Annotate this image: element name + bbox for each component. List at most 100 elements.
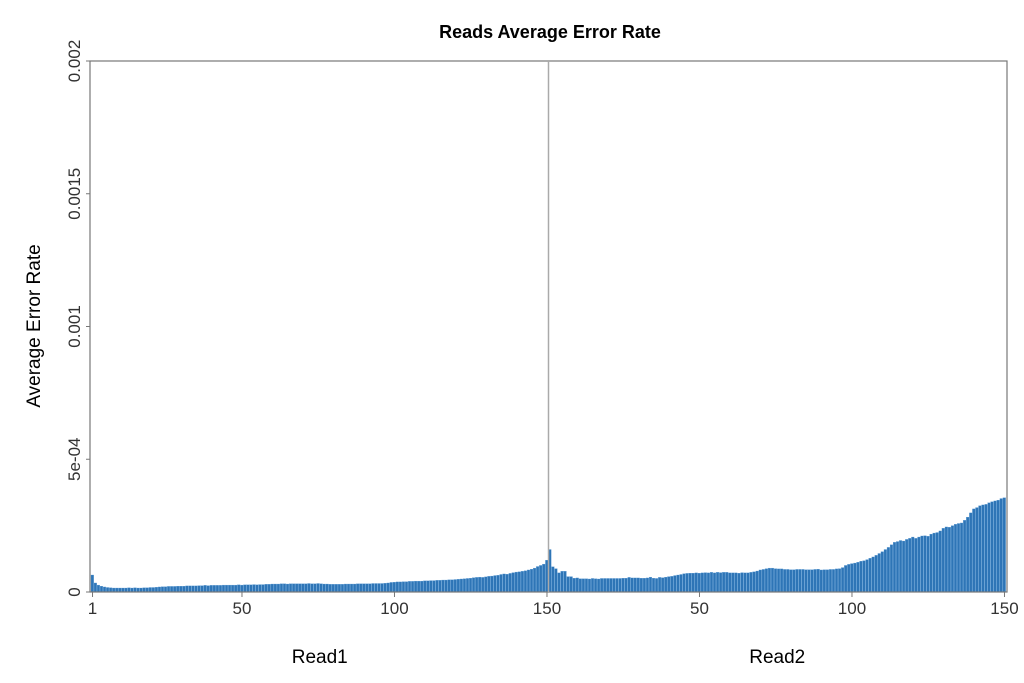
- x-tick-label: 150: [533, 599, 561, 618]
- bar-read2-23: [615, 578, 619, 593]
- bar-read1-43: [218, 585, 222, 593]
- bar-read1-15: [133, 587, 137, 593]
- bar-read2-131: [944, 526, 948, 593]
- bar-read2-108: [874, 555, 878, 593]
- bar-read1-115: [438, 580, 442, 593]
- bar-read2-119: [908, 538, 912, 593]
- bar-read2-47: [688, 573, 692, 593]
- y-tick-label: 0.0015: [65, 168, 84, 220]
- bar-read2-103: [859, 561, 863, 593]
- bar-read1-70: [301, 583, 305, 593]
- bar-read1-6: [106, 587, 110, 593]
- bar-read1-33: [188, 585, 192, 593]
- bar-read2-62: [734, 572, 738, 593]
- bar-read1-28: [173, 586, 177, 593]
- bar-read1-71: [304, 583, 308, 593]
- bar-read2-81: [792, 569, 796, 593]
- bar-read1-34: [191, 585, 195, 593]
- bar-read2-59: [725, 572, 729, 593]
- bar-read1-56: [258, 584, 262, 593]
- bar-read1-125: [469, 578, 473, 593]
- bar-read1-141: [517, 571, 521, 593]
- bar-read2-133: [950, 525, 954, 593]
- bar-read1-83: [340, 584, 344, 593]
- bar-read2-46: [685, 573, 689, 593]
- bar-read2-39: [664, 576, 668, 593]
- bar-read1-50: [240, 584, 244, 593]
- bar-read1-47: [231, 584, 235, 593]
- bar-read1-150: [545, 559, 549, 593]
- bar-read2-127: [932, 532, 936, 593]
- bar-read2-6: [563, 571, 567, 593]
- bar-read1-77: [322, 583, 326, 593]
- x-tick-label: 50: [690, 599, 709, 618]
- bar-read2-21: [609, 578, 613, 593]
- bar-read2-2: [551, 566, 555, 593]
- bar-read1-78: [325, 583, 329, 593]
- bar-read2-5: [560, 571, 564, 593]
- bar-read2-58: [722, 572, 726, 593]
- bar-read1-129: [481, 577, 485, 593]
- bar-read1-131: [487, 576, 491, 593]
- bar-read2-128: [935, 532, 939, 593]
- bar-read2-24: [618, 578, 622, 593]
- bar-read2-97: [841, 567, 845, 593]
- bar-read1-96: [380, 583, 384, 593]
- bar-read2-94: [832, 569, 835, 593]
- bar-read2-30: [636, 577, 640, 593]
- bar-read2-118: [905, 539, 909, 593]
- bar-read2-73: [767, 567, 771, 593]
- bar-read2-57: [719, 572, 723, 593]
- y-axis-label: Average Error Rate: [24, 244, 45, 407]
- y-tick-label: 0.001: [65, 305, 84, 348]
- bar-read1-61: [273, 583, 277, 593]
- bar-read1-97: [383, 583, 387, 593]
- bar-read1-64: [282, 583, 286, 593]
- bar-read1-124: [465, 578, 469, 593]
- bar-read1-144: [527, 569, 530, 593]
- bar-read2-11: [578, 578, 582, 593]
- bar-read1-23: [157, 586, 161, 593]
- bar-read2-36: [655, 578, 659, 593]
- bar-read2-29: [633, 577, 637, 593]
- bar-read2-147: [993, 500, 997, 593]
- bar-read2-100: [850, 563, 854, 593]
- bar-read2-95: [835, 568, 839, 593]
- bar-read1-110: [423, 580, 427, 593]
- bar-read2-145: [987, 502, 991, 593]
- bar-read2-137: [963, 520, 967, 593]
- bar-read1-109: [420, 580, 424, 593]
- bar-read2-141: [975, 507, 979, 593]
- bar-read1-22: [154, 587, 158, 593]
- bar-read1-105: [408, 581, 412, 593]
- bar-read1-89: [359, 583, 363, 593]
- bar-read1-101: [395, 581, 399, 593]
- bar-read2-66: [746, 572, 750, 593]
- bar-read2-91: [822, 569, 826, 593]
- bar-read1-103: [401, 581, 405, 593]
- bar-read1-148: [539, 565, 543, 593]
- bar-read2-124: [923, 535, 927, 593]
- bar-read2-142: [978, 505, 982, 593]
- bar-read2-14: [588, 578, 591, 593]
- bar-read2-150: [1002, 497, 1006, 593]
- bar-read1-130: [484, 576, 488, 593]
- bar-read1-123: [462, 578, 466, 593]
- bar-read1-118: [447, 579, 451, 593]
- bar-read1-69: [298, 583, 302, 593]
- bar-read1-119: [450, 579, 454, 593]
- bar-read2-126: [929, 533, 933, 593]
- bar-read1-133: [493, 575, 497, 593]
- bar-read2-85: [804, 569, 808, 593]
- bar-read1-39: [206, 585, 210, 593]
- bar-read1-51: [243, 584, 247, 593]
- bar-read2-77: [780, 568, 784, 593]
- bar-read2-50: [697, 573, 701, 593]
- bar-read2-64: [740, 572, 744, 593]
- bar-read1-94: [374, 583, 378, 593]
- y-tick-label: 5e-04: [65, 438, 84, 481]
- bar-read1-53: [249, 584, 253, 593]
- bar-read2-17: [597, 578, 601, 593]
- bar-read1-1: [90, 574, 94, 593]
